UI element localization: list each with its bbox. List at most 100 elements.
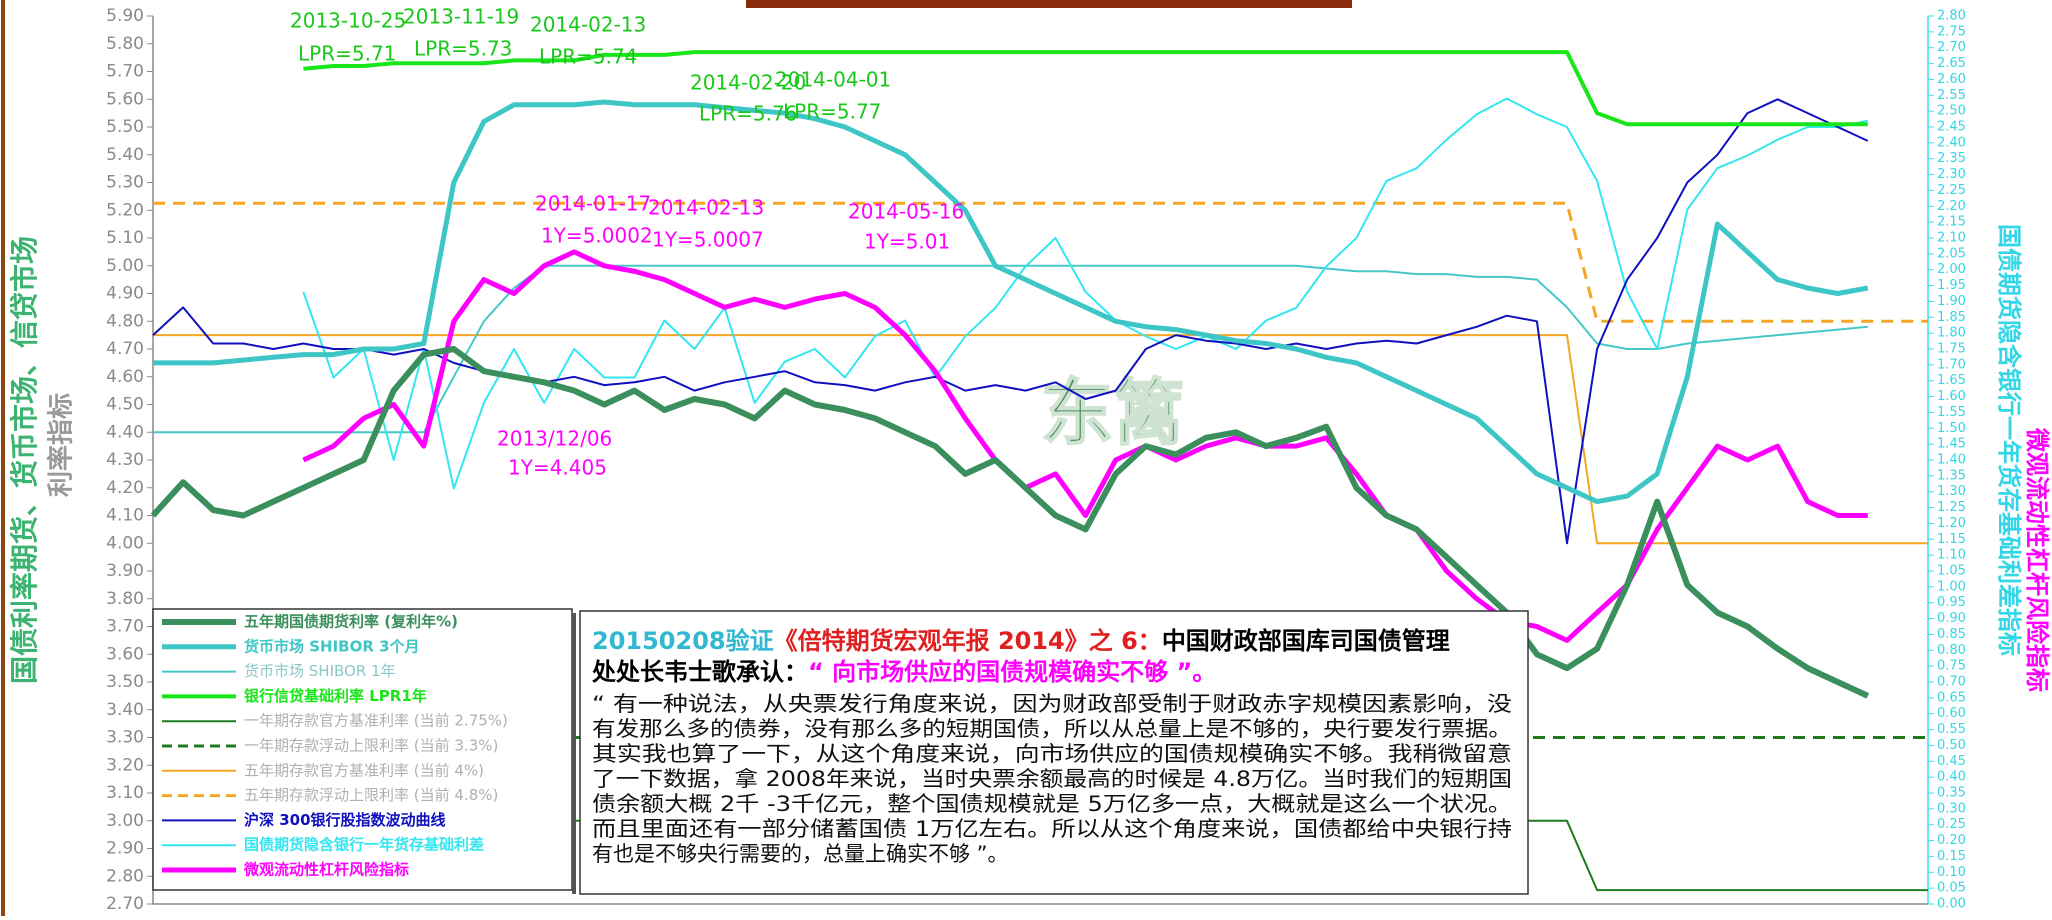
annotation: 2013-11-19 [403,5,519,29]
y2-tick-label: 1.70 [1937,357,1966,372]
y2-tick-label: 2.55 [1937,88,1966,103]
y-tick-label: 4.90 [106,284,144,304]
annotation: 2014-02-13 [648,196,764,220]
heading-part: 中国财政部国库司国债管理 [1162,627,1450,655]
legend-label: 五年期存款浮动上限利率 (当前 4.8%) [244,786,498,804]
y-tick-label: 5.00 [106,256,144,276]
y2-tick-label: 1.25 [1937,500,1966,515]
legend-label: 一年期存款浮动上限利率 (当前 3.3%) [244,737,498,755]
y-tick-label: 5.60 [106,89,144,109]
y-tick-label: 4.40 [106,422,144,442]
y2-tick-label: 0.45 [1937,754,1966,769]
y-tick-label: 2.90 [106,839,144,859]
y2-tick-label: 2.30 [1937,167,1966,182]
y-tick-label: 5.30 [106,173,144,193]
annotation: 1Y=4.405 [508,456,607,480]
annotation: LPR=5.73 [414,37,512,61]
legend-label: 沪深 300银行股指数波动曲线 [244,811,446,829]
annotation: 2014-02-13 [530,13,646,37]
y2-tick-label: 2.15 [1937,215,1966,230]
y2-tick-label: 1.10 [1937,548,1966,563]
text-box [579,610,1529,895]
series-line [302,97,1869,490]
annotation: 2014-04-01 [775,68,891,92]
y2-tick-label: 0.00 [1937,897,1966,912]
y2-tick-label: 1.80 [1937,326,1966,341]
y2-tick-label: 2.40 [1937,135,1966,150]
y-tick-label: 5.90 [106,6,144,26]
series-line [303,50,1868,127]
y-tick-label: 4.10 [106,506,144,526]
series-line [153,264,1868,434]
y2-axis-title: 微观流动性杠杆风险指标 [2023,427,2051,692]
legend-label: 一年期存款官方基准利率 (当前 2.75%) [244,712,508,730]
y2-tick-label: 0.20 [1937,833,1966,848]
annotation: LPR=5.74 [539,45,637,69]
y2-tick-label: 0.95 [1937,595,1966,610]
legend-box [152,608,573,891]
legend-label: 货币市场 SHIBOR 1年 [244,662,396,680]
text-box-line: 其实我也算了一下，从这个角度来说，向市场供应的国债规模确实不够。我稍微留意 [592,742,1512,766]
y-tick-label: 5.50 [106,117,144,137]
subheading-part: “ 向市场供应的国债规模确实不够 ”。 [808,658,1216,686]
y2-tick-label: 1.95 [1937,278,1966,293]
y2-tick-label: 1.20 [1937,516,1966,531]
text-box-line: 有发那么多的债券，没有那么多的短期国债，所以从总量上是不够的，央行要发行票据。 [592,717,1512,741]
y2-tick-label: 2.70 [1937,40,1966,55]
y-tick-label: 4.00 [106,533,144,553]
y2-tick-label: 2.25 [1937,183,1966,198]
text-box-line: “ 有一种说法，从央票发行角度来说，因为财政部受制于财政赤字规模因素影响，没 [592,692,1512,716]
y2-tick-label: 0.30 [1937,801,1966,816]
y2-tick-label: 1.75 [1937,342,1966,357]
heading-part: 《倍特期货宏观年报 2014》之 6： [774,627,1162,655]
y2-tick-label: 2.50 [1937,104,1966,119]
y-tick-label: 3.80 [106,589,144,609]
series-line [153,201,1928,323]
annotation: 1Y=5.01 [864,230,950,254]
y2-tick-label: 0.05 [1937,881,1966,896]
y2-tick-label: 1.65 [1937,373,1966,388]
y2-tick-label: 1.05 [1937,564,1966,579]
heading-part: 20150208验证 [592,627,774,655]
y2-tick-label: 2.45 [1937,120,1966,135]
legend-label: 五年期存款官方基准利率 (当前 4%) [244,761,484,779]
y-tick-label: 4.30 [106,450,144,470]
y2-tick-label: 2.00 [1937,262,1966,277]
annotation: 2014-05-16 [848,200,964,224]
y2-tick-label: 0.10 [1937,865,1966,880]
y2-tick-label: 1.60 [1937,389,1966,404]
y2-tick-label: 1.35 [1937,468,1966,483]
y-tick-label: 4.20 [106,478,144,498]
y2-axis-title: 国债期货隐含银行一年货存基础利差指标 [1995,224,2023,656]
series-line [153,99,1869,505]
y2-tick-label: 0.65 [1937,690,1966,705]
y-tick-label: 4.60 [106,367,144,387]
y2-tick-label: 0.70 [1937,675,1966,690]
y2-tick-label: 0.55 [1937,722,1966,737]
legend-label: 国债期货隐含银行一年货存基础利差 [244,836,484,854]
y2-tick-label: 2.65 [1937,56,1966,71]
subheading-part: 处处长韦士歌承认： [591,658,808,686]
y-tick-label: 2.80 [106,866,144,886]
y-tick-label: 2.70 [106,894,144,914]
y2-tick-label: 1.90 [1937,294,1966,309]
y-tick-label: 3.00 [106,811,144,831]
y-tick-label: 5.40 [106,145,144,165]
y2-tick-label: 0.35 [1937,786,1966,801]
y-tick-label: 3.40 [106,700,144,720]
text-box-line: 有也是不够央行需要的，总量上确实不够 ”。 [592,842,1009,866]
text-box-heading: 20150208验证《倍特期货宏观年报 2014》之 6：中国财政部国库司国债管… [592,627,1450,655]
annotation: LPR=5.71 [298,42,396,66]
top-banner [746,0,1352,8]
y-axis-title: 国债利率期货、货币市场、信贷市场 [8,236,41,684]
y2-tick-label: 1.85 [1937,310,1966,325]
y2-tick-label: 1.45 [1937,437,1966,452]
y-tick-label: 4.50 [106,395,144,415]
annotation: 2013-10-25 [290,9,406,33]
annotation: 1Y=5.0002 [541,224,653,248]
annotation: 2014-01-17 [535,192,651,216]
legend-label: 五年期国债期货利率 (复利年%) [244,613,458,631]
y2-tick-label: 0.85 [1937,627,1966,642]
text-box-line: 债余额大概 2千 -3千亿元，整个国债规模就是 5万亿多一点，大概就是这么一个状… [592,792,1512,816]
